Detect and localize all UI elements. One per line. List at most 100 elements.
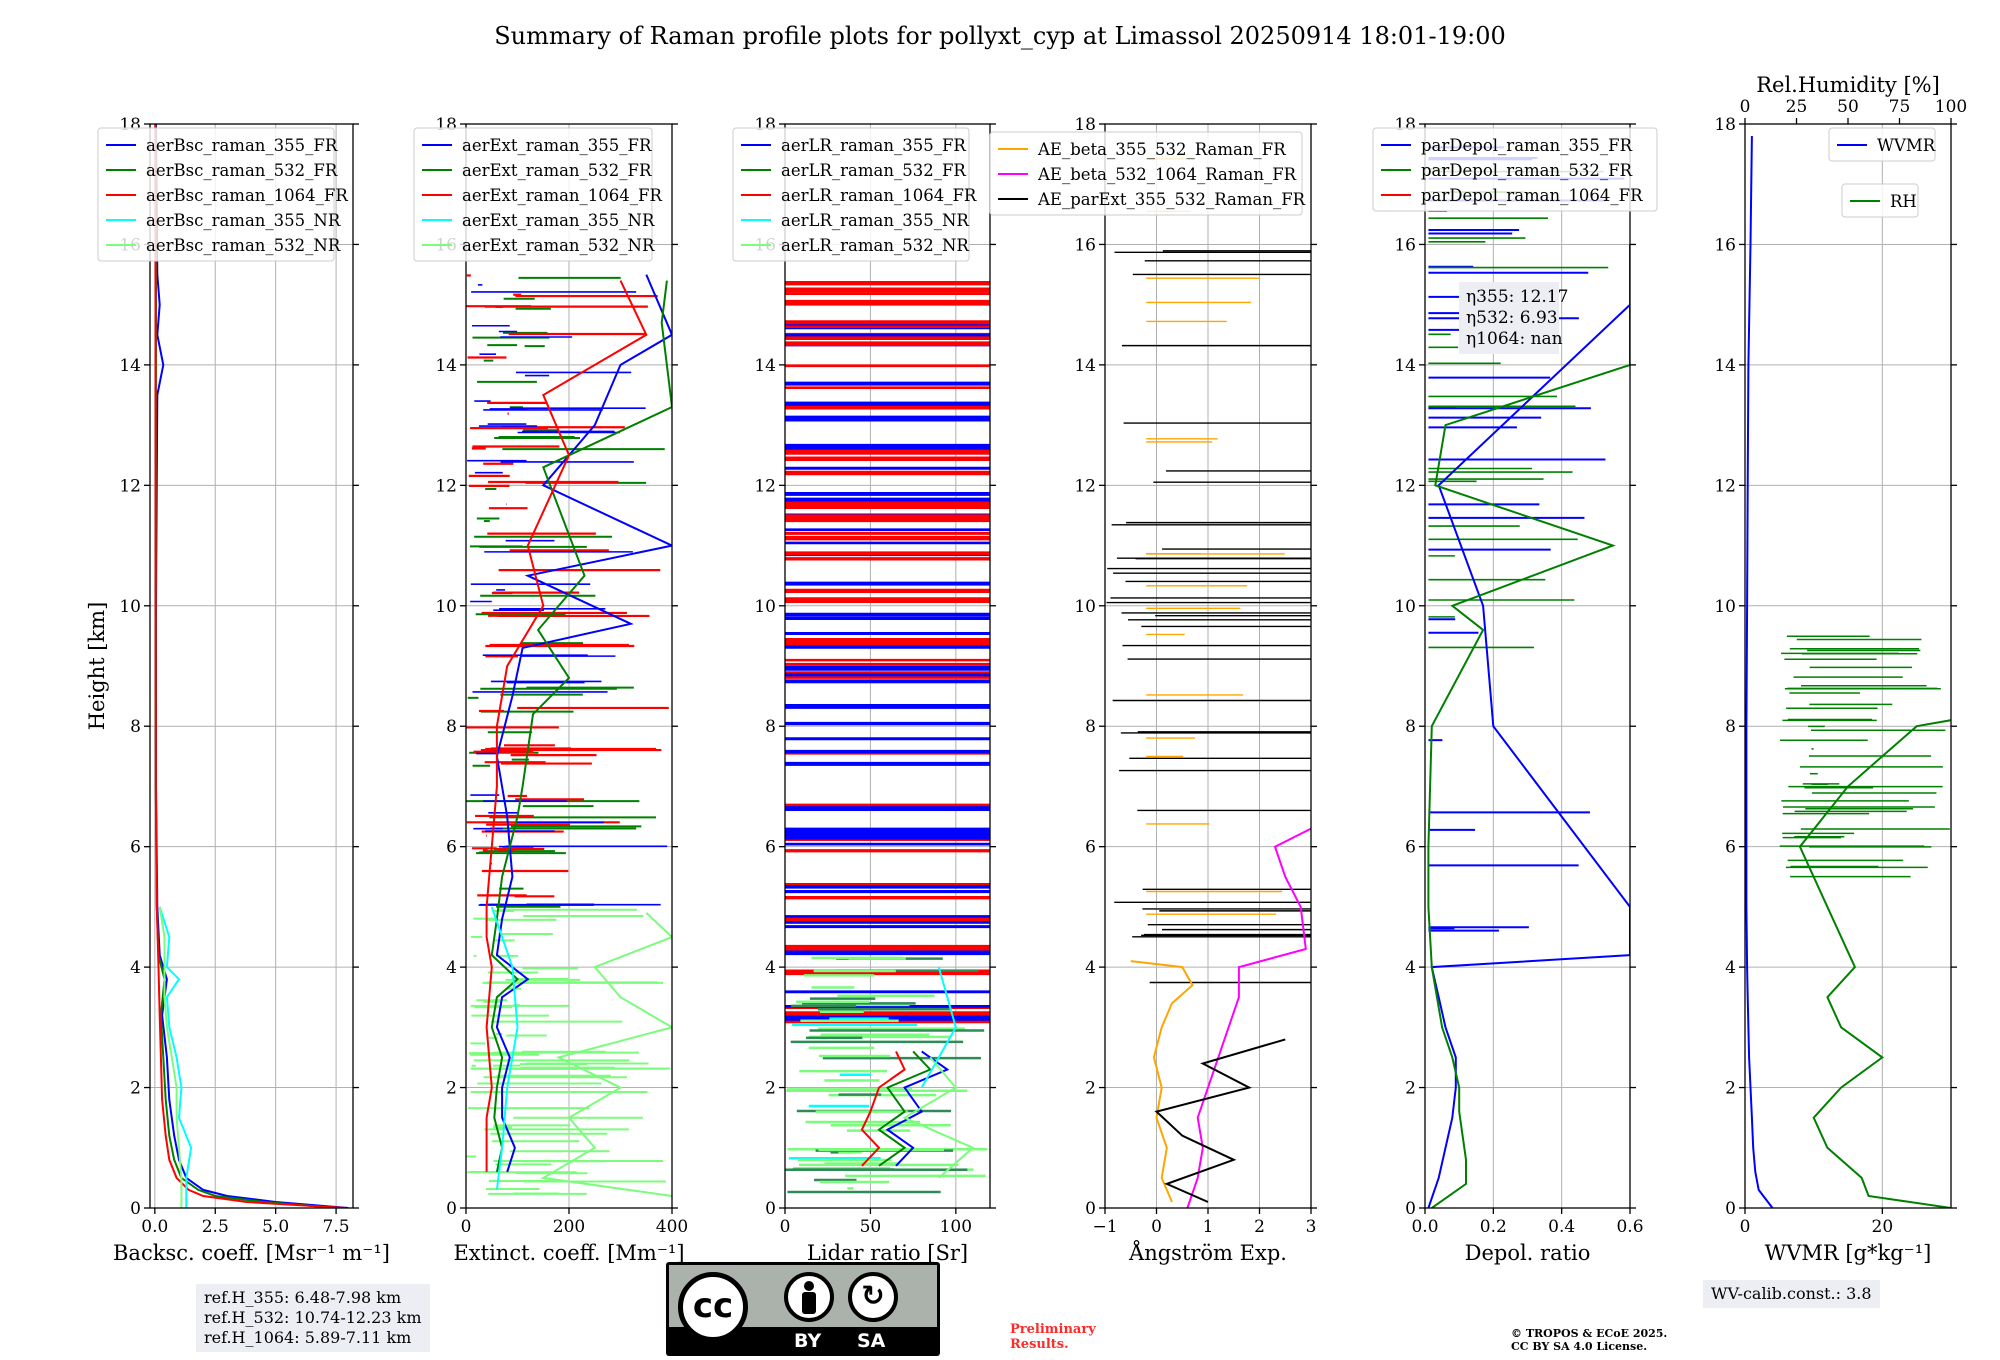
ytick-label: 8 <box>130 717 141 737</box>
ytick-label: 6 <box>130 838 141 858</box>
y-axis-label: Height [km] <box>85 602 109 731</box>
ytick-label: 10 <box>1074 597 1096 617</box>
ytick-label: 4 <box>765 958 776 978</box>
xtick-top-label: 0 <box>1740 97 1751 117</box>
xtick-top-label: 25 <box>1786 97 1808 117</box>
ref-height-532: ref.H_532: 10.74-12.23 km <box>204 1308 422 1327</box>
cc-license-badge: cc ↻ BY SA <box>666 1262 940 1356</box>
panel-ext: 0246810121416180200400Extinct. coeff. [M… <box>413 115 688 1265</box>
ytick-label: 6 <box>765 838 776 858</box>
xtick-label: 0 <box>780 1217 791 1237</box>
x-axis-label: WVMR [g*kg⁻¹] <box>1765 1241 1932 1265</box>
xtick-label: 5.0 <box>262 1217 289 1237</box>
legend-depol: parDepol_raman_355_FR parDepol_raman_532_… <box>1372 127 1658 212</box>
series-parDepol_raman_355_FR <box>1427 303 1630 1208</box>
ytick-label: 4 <box>130 958 141 978</box>
ytick-label: 8 <box>1405 717 1416 737</box>
series-aerExt_raman_355_FR <box>495 274 672 1173</box>
legend-label: aerLR_raman_355_FR <box>781 136 966 155</box>
legend-box <box>1828 127 1936 162</box>
ytick-label: 12 <box>435 476 457 496</box>
legend-box <box>413 127 653 262</box>
series-aerLR_raman_532_FR <box>877 1050 932 1167</box>
legend-lr: aerLR_raman_355_FR aerLR_raman_532_FR aerL… <box>732 127 977 262</box>
ytick-label: 12 <box>119 476 141 496</box>
ytick-label: 18 <box>1714 115 1736 135</box>
data-layer-lr <box>785 280 990 1194</box>
xtick-label: −1 <box>1092 1217 1117 1237</box>
legend-box <box>989 131 1303 216</box>
legend-label: AE_beta_532_1064_Raman_FR <box>1037 165 1297 184</box>
xtick-label: 1 <box>1203 1217 1214 1237</box>
ytick-label: 14 <box>435 356 457 376</box>
legend-label: aerBsc_raman_532_FR <box>146 161 338 180</box>
ytick-label: 6 <box>446 838 457 858</box>
legend-label: parDepol_raman_355_FR <box>1421 136 1633 155</box>
ytick-label: 6 <box>1725 838 1736 858</box>
series-AE_beta_355_532_Raman_FR <box>1130 960 1194 1203</box>
legend-wv: WVMR <box>1828 127 1936 162</box>
axes-frame <box>1744 123 1952 1209</box>
legend-label: aerExt_raman_355_FR <box>462 136 652 155</box>
legend-label: aerExt_raman_355_NR <box>462 211 655 230</box>
series-aerLR_raman_532_NR <box>902 1056 975 1179</box>
series-aerBsc_raman_355_FR <box>155 124 349 1208</box>
axes-frame <box>149 123 354 1209</box>
axes-frame <box>784 123 991 1209</box>
ytick-label: 0 <box>1085 1199 1096 1219</box>
ytick-label: 14 <box>1394 356 1416 376</box>
series-aerExt_raman_532_NR <box>540 912 672 1197</box>
legend-label: parDepol_raman_1064_FR <box>1421 186 1643 205</box>
ytick-label: 8 <box>765 717 776 737</box>
x-axis-label: Extinct. coeff. [Mm⁻¹] <box>453 1241 684 1265</box>
ytick-label: 4 <box>1085 958 1096 978</box>
ytick-label: 8 <box>446 717 457 737</box>
series-aerLR_raman_1064_FR <box>860 1050 906 1167</box>
legend-label: AE_parExt_355_532_Raman_FR <box>1037 190 1306 209</box>
series-aerBsc_raman_1064_FR <box>154 124 346 1208</box>
legend-label: aerLR_raman_532_NR <box>781 236 969 255</box>
panel-lr: 024681012141618050100Lidar ratio [Sr]aer… <box>732 115 996 1265</box>
ytick-label: 14 <box>1714 356 1736 376</box>
by-person-icon <box>784 1272 834 1322</box>
ytick-label: 0 <box>446 1199 457 1219</box>
xtick-label: 400 <box>656 1217 688 1237</box>
series-aerExt_raman_532_FR <box>490 280 672 1173</box>
xtick-label: 0 <box>461 1217 472 1237</box>
series-AE_parExt_355_532_Raman_FR <box>1154 1038 1286 1203</box>
ytick-label: 0 <box>1405 1199 1416 1219</box>
eta-line: η1064: nan <box>1466 329 1563 349</box>
xtick-label: 200 <box>553 1217 585 1237</box>
legend-label: aerExt_raman_1064_FR <box>462 186 662 205</box>
ytick-label: 12 <box>1074 476 1096 496</box>
eta-bg <box>1459 282 1559 354</box>
license-by-label: BY <box>794 1330 822 1352</box>
ytick-label: 12 <box>1714 476 1736 496</box>
series-aerBsc_raman_355_NR <box>158 906 193 1208</box>
series-aerExt_raman_1064_FR <box>485 280 648 1172</box>
ytick-label: 16 <box>1714 235 1736 255</box>
ytick-label: 6 <box>1405 838 1416 858</box>
ytick-label: 12 <box>754 476 776 496</box>
series-RH <box>1798 719 1951 1208</box>
xtick-label: 50 <box>860 1217 882 1237</box>
xtick-label: 0.4 <box>1548 1217 1575 1237</box>
legend-label: aerBsc_raman_355_NR <box>146 211 341 230</box>
sa-share-icon: ↻ <box>848 1272 898 1322</box>
ref-height-info: ref.H_355: 6.48-7.98 km ref.H_532: 10.74… <box>196 1284 430 1352</box>
ytick-label: 0 <box>130 1199 141 1219</box>
x-axis-top-label: Rel.Humidity [%] <box>1756 73 1940 97</box>
ytick-label: 2 <box>765 1079 776 1099</box>
series-aerLR_raman_355_FR <box>885 1050 950 1167</box>
ytick-label: 4 <box>446 958 457 978</box>
ytick-label: 10 <box>435 597 457 617</box>
preliminary-note: Preliminary Results. <box>1010 1322 1096 1352</box>
legend-label: aerBsc_raman_532_NR <box>146 236 341 255</box>
ytick-label: 10 <box>119 597 141 617</box>
legend-label: aerExt_raman_532_NR <box>462 236 655 255</box>
ytick-label: 10 <box>754 597 776 617</box>
